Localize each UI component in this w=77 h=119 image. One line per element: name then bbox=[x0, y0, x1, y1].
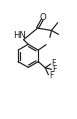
Text: F: F bbox=[52, 65, 57, 74]
Text: F: F bbox=[52, 59, 56, 68]
Text: HN: HN bbox=[13, 31, 26, 40]
Text: O: O bbox=[40, 13, 46, 22]
Text: F: F bbox=[49, 71, 54, 80]
